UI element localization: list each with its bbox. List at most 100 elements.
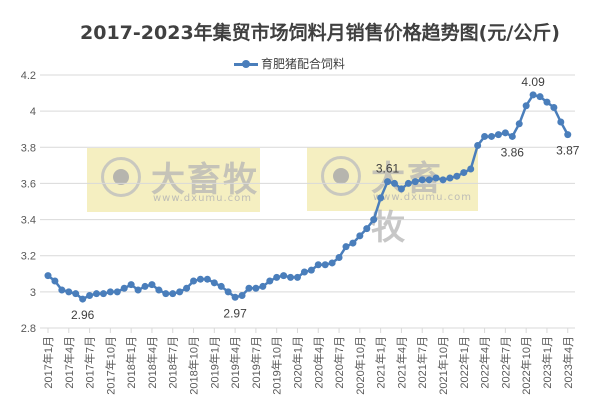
watermark: 大畜牧 www.dxumu.com [87, 148, 260, 212]
data-point [106, 288, 114, 296]
data-point [293, 273, 301, 281]
data-point [113, 288, 121, 296]
data-point [411, 178, 419, 186]
data-point [314, 261, 322, 269]
data-point [93, 290, 101, 298]
x-tick-label: 2020年1月 [290, 336, 304, 389]
data-point [148, 281, 156, 289]
data-point [488, 132, 496, 140]
x-tick-label: 2018年1月 [124, 336, 138, 389]
y-tick-label: 3.8 [21, 142, 36, 154]
data-point [557, 118, 565, 126]
x-tick-label: 2021年10月 [436, 336, 450, 395]
watermark-logo-icon [321, 156, 361, 196]
data-point [522, 102, 530, 110]
data-point [65, 288, 73, 296]
data-point [245, 284, 253, 292]
data-point [377, 194, 385, 202]
data-point [543, 98, 551, 106]
x-tick-label: 2021年1月 [374, 336, 388, 389]
data-point [439, 176, 447, 184]
data-point [280, 272, 288, 280]
data-label: 3.87 [556, 144, 580, 158]
watermark-logo-icon [101, 157, 141, 197]
x-tick-label: 2022年7月 [498, 336, 512, 389]
x-tick-label: 2021年4月 [394, 336, 408, 389]
x-tick-label: 2018年10月 [187, 336, 201, 395]
data-point [300, 268, 308, 276]
data-point [460, 169, 468, 177]
y-tick-label: 4.2 [21, 70, 36, 82]
watermark-url: www.dxumu.com [153, 193, 253, 204]
data-point [494, 131, 502, 139]
data-point [86, 291, 94, 299]
data-point [397, 185, 405, 193]
data-point [384, 178, 392, 186]
data-point [481, 132, 489, 140]
data-point [363, 225, 371, 233]
data-point [550, 104, 558, 112]
y-tick-label: 3.2 [21, 251, 36, 263]
data-point [474, 141, 482, 149]
x-tick-label: 2018年4月 [145, 336, 159, 389]
data-point [190, 277, 198, 285]
data-point [79, 295, 87, 303]
x-tick-label: 2020年10月 [353, 336, 367, 395]
chart-legend: 育肥猪配合饲料 [234, 55, 345, 72]
x-tick-label: 2017年4月 [62, 336, 76, 389]
data-point [259, 282, 267, 290]
legend-line-marker-icon [234, 58, 258, 70]
y-tick-label: 3.6 [21, 178, 36, 190]
data-point [266, 277, 274, 285]
data-point [349, 239, 357, 247]
data-point [287, 273, 295, 281]
y-tick-label: 3 [30, 287, 36, 299]
data-label: 3.86 [501, 145, 525, 159]
data-point [273, 273, 281, 281]
y-tick-label: 4 [30, 106, 36, 118]
data-point [321, 261, 329, 269]
x-tick-label: 2021年7月 [415, 336, 429, 389]
data-label: 3.61 [376, 162, 400, 176]
data-point [44, 272, 52, 280]
data-point [418, 176, 426, 184]
data-point [224, 288, 232, 296]
data-point [72, 290, 80, 298]
data-point [335, 254, 343, 262]
data-point [176, 288, 184, 296]
x-tick-label: 2019年7月 [249, 336, 263, 389]
data-point [446, 174, 454, 182]
data-point [342, 243, 350, 251]
data-point [515, 120, 523, 128]
data-point [307, 266, 315, 274]
y-tick-label: 2.8 [21, 323, 36, 335]
data-point [453, 172, 461, 180]
data-point [404, 179, 412, 187]
data-point [536, 93, 544, 101]
chart-title: 2017-2023年集贸市场饲料月销售价格趋势图(元/公斤) [80, 22, 560, 44]
data-point [183, 284, 191, 292]
data-point [58, 286, 66, 294]
data-point [217, 282, 225, 290]
data-point [508, 132, 516, 140]
data-point [370, 216, 378, 224]
data-point [425, 176, 433, 184]
data-point [252, 284, 260, 292]
data-point [99, 290, 107, 298]
watermark-brand: 大畜牧 [151, 160, 259, 200]
x-tick-label: 2019年10月 [270, 336, 284, 395]
series-line [47, 93, 569, 301]
data-point [231, 293, 239, 301]
data-point [155, 286, 163, 294]
legend-label: 育肥猪配合饲料 [261, 57, 346, 71]
data-point [501, 129, 509, 137]
x-tick-label: 2020年7月 [332, 336, 346, 389]
data-point [432, 174, 440, 182]
data-point [328, 259, 336, 267]
data-label: 4.09 [521, 75, 545, 89]
data-point [162, 290, 170, 298]
x-tick-label: 2020年4月 [311, 336, 325, 389]
data-label: 2.96 [71, 308, 95, 322]
data-point [203, 275, 211, 283]
